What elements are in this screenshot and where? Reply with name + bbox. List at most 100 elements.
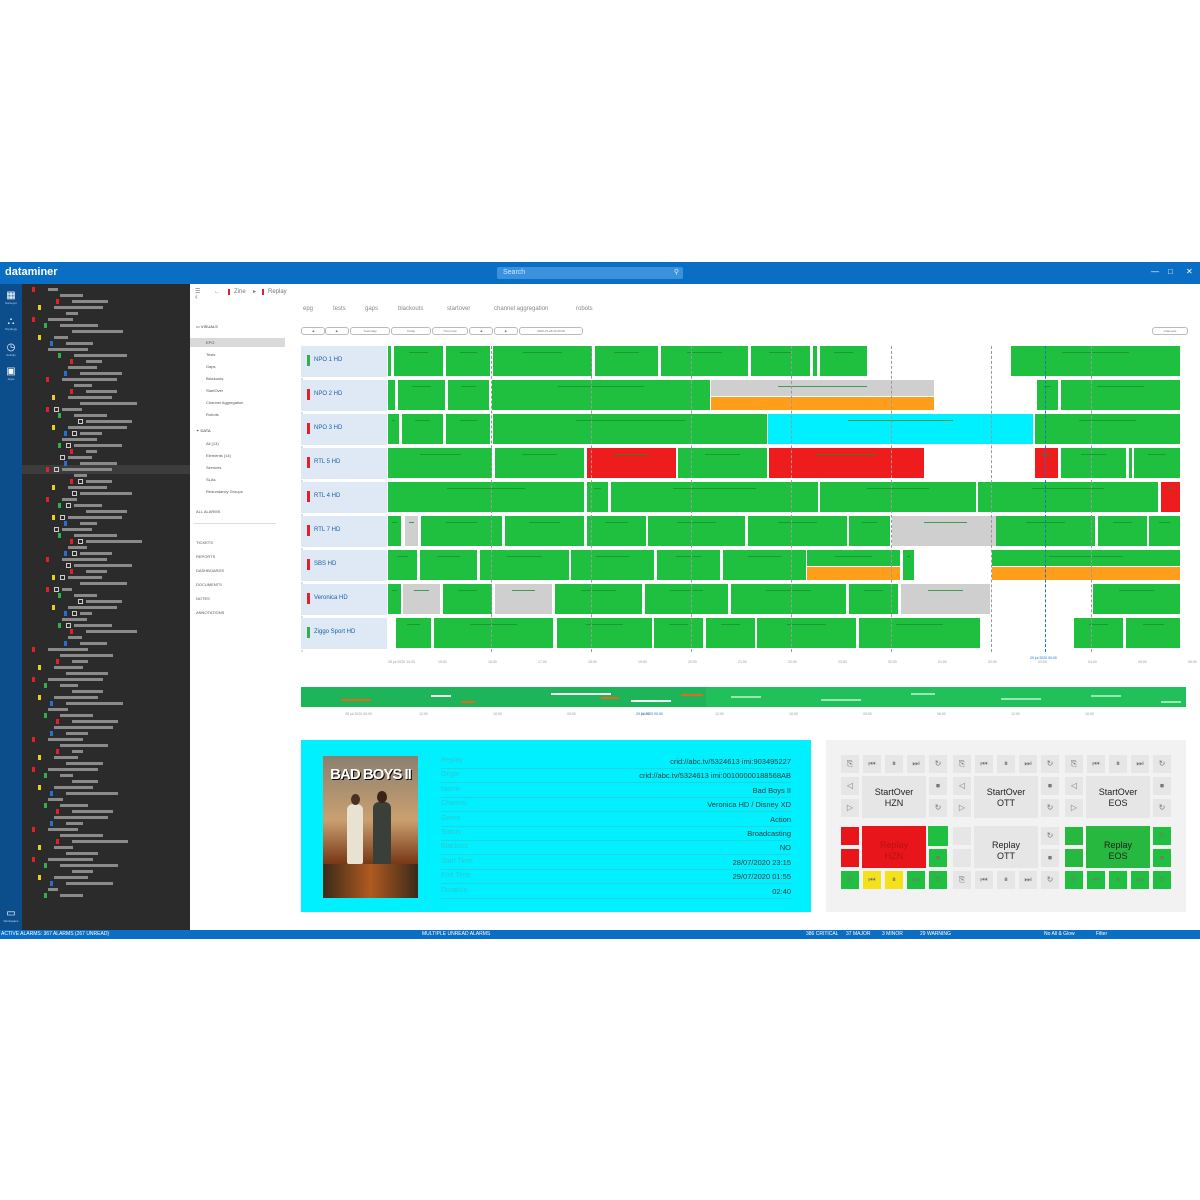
player-control-button[interactable]: ↻ [1152, 826, 1172, 846]
unread-alarms-text[interactable]: MULTIPLE UNREAD ALARMS [422, 931, 491, 937]
tree-row[interactable] [54, 306, 103, 309]
player-control-button[interactable]: ⏭ [1018, 870, 1038, 890]
tree-row[interactable] [74, 504, 102, 507]
channel-label[interactable]: NPO 2 HD [301, 380, 387, 412]
tree-row[interactable] [60, 714, 93, 717]
epg-program-block[interactable] [388, 516, 402, 546]
player-control-button[interactable]: ⎘ [952, 754, 972, 774]
player-control-button[interactable]: ⏮ [974, 754, 994, 774]
player-status-cell[interactable] [952, 826, 972, 846]
epg-program-block[interactable] [769, 448, 925, 478]
epg-program-block[interactable] [661, 346, 749, 376]
epg-program-block[interactable] [394, 346, 444, 376]
tree-row[interactable] [86, 510, 127, 513]
tree-row[interactable] [80, 642, 107, 645]
tab-epg[interactable]: epg [303, 306, 314, 312]
toolbar-button[interactable]: ◀ [301, 327, 325, 335]
epg-program-block[interactable] [388, 346, 392, 376]
minimize-button[interactable]: — [1151, 267, 1159, 276]
player-control-button[interactable]: ⏹ [1040, 848, 1060, 868]
player-control-button[interactable]: ◁ [1064, 776, 1084, 796]
epg-program-block[interactable] [1134, 448, 1181, 478]
player-control-button[interactable]: ⏸ [996, 754, 1016, 774]
tree-row[interactable] [66, 702, 123, 705]
tab-blackouts[interactable]: blackouts [398, 306, 424, 312]
player-control-button[interactable]: ↻ [1152, 870, 1172, 890]
status-item[interactable]: 37 MAJOR [846, 931, 871, 937]
epg-program-block[interactable] [1035, 448, 1059, 478]
epg-program-block[interactable] [571, 550, 655, 580]
player-status-cell[interactable] [840, 826, 860, 846]
epg-program-block[interactable] [901, 584, 991, 614]
epg-program-block[interactable] [388, 380, 396, 410]
epg-program-block[interactable] [1126, 618, 1181, 648]
tree-row[interactable] [80, 522, 97, 525]
status-item[interactable]: 386 CRITICAL [806, 931, 839, 937]
player-control-button[interactable]: ▷ [952, 798, 972, 818]
epg-program-block[interactable] [657, 550, 721, 580]
epg-program-block[interactable] [1149, 516, 1181, 546]
close-button[interactable]: ✕ [1186, 267, 1193, 276]
epg-program-block[interactable] [434, 618, 554, 648]
element-tree[interactable] [22, 284, 190, 930]
epg-program-block[interactable] [493, 414, 768, 444]
nav-item[interactable]: StartOver [206, 388, 224, 393]
epg-program-block[interactable] [492, 380, 711, 410]
tree-row[interactable] [80, 372, 122, 375]
tree-row[interactable] [80, 552, 112, 555]
player-control-button[interactable]: ⏹ [1152, 776, 1172, 796]
epg-program-block[interactable] [1061, 380, 1181, 410]
epg-program-block[interactable] [996, 516, 1096, 546]
epg-program-block[interactable] [388, 584, 402, 614]
epg-program-block[interactable] [1011, 346, 1181, 376]
nav-item[interactable]: Gaps [206, 364, 216, 369]
tree-row[interactable] [48, 348, 88, 351]
player-control-button[interactable]: ↻ [928, 798, 948, 818]
apps-button[interactable]: ▣ Apps [2, 366, 20, 381]
epg-program-block[interactable] [1035, 414, 1181, 444]
player-control-button[interactable]: ⏭ [1130, 754, 1150, 774]
tree-row[interactable] [68, 456, 92, 459]
tab-channel-aggregation[interactable]: channel aggregation [494, 306, 549, 312]
player-control-button[interactable]: ↻ [1152, 798, 1172, 818]
nav-tickets[interactable]: TICKETS [196, 540, 213, 545]
tree-row[interactable] [66, 792, 118, 795]
channel-label[interactable]: NPO 3 HD [301, 414, 387, 446]
tree-row[interactable] [62, 468, 112, 471]
epg-blackout-block[interactable] [711, 397, 935, 410]
tree-row[interactable] [62, 528, 92, 531]
tab-gaps[interactable]: gaps [365, 306, 379, 312]
epg-program-block[interactable] [595, 346, 659, 376]
player-control-button[interactable]: ↻ [1040, 870, 1060, 890]
tree-row[interactable] [68, 516, 122, 519]
clock-button[interactable]: ◷ Activity [2, 342, 20, 357]
tree-row[interactable] [54, 876, 88, 879]
epg-program-block[interactable] [396, 618, 432, 648]
epg-program-block[interactable] [820, 346, 868, 376]
status-item[interactable]: 29 WARNING [920, 931, 951, 937]
tree-row[interactable] [86, 450, 97, 453]
player-control-button[interactable]: ↻ [1040, 754, 1060, 774]
tree-row[interactable] [66, 312, 78, 315]
epg-program-block[interactable] [1161, 482, 1181, 512]
toolbar-button[interactable]: ▶ [325, 327, 349, 335]
tree-row[interactable] [54, 846, 73, 849]
tree-row[interactable] [86, 600, 122, 603]
tree-row[interactable] [66, 852, 98, 855]
tree-row[interactable] [48, 288, 58, 291]
epg-program-block[interactable] [587, 482, 609, 512]
epg-timeline[interactable]: NPO 1 HD NPO 2 HD NPO 3 HD RTL 5 HD RTL 4 HD… [301, 346, 1188, 736]
tree-row[interactable] [68, 486, 107, 489]
maximize-button[interactable]: □ [1168, 267, 1173, 276]
tree-row[interactable] [48, 738, 83, 741]
tree-row[interactable] [48, 768, 98, 771]
nav-reports[interactable]: REPORTS [196, 554, 216, 559]
tree-row[interactable] [62, 378, 117, 381]
player-control-button[interactable]: ⏮ [862, 870, 882, 890]
epg-program-block[interactable] [978, 482, 1159, 512]
epg-program-block[interactable] [1093, 584, 1181, 614]
tab-tests[interactable]: tests [333, 306, 346, 312]
tree-row[interactable] [60, 294, 83, 297]
epg-program-block[interactable] [398, 380, 446, 410]
epg-program-block[interactable] [813, 346, 818, 376]
